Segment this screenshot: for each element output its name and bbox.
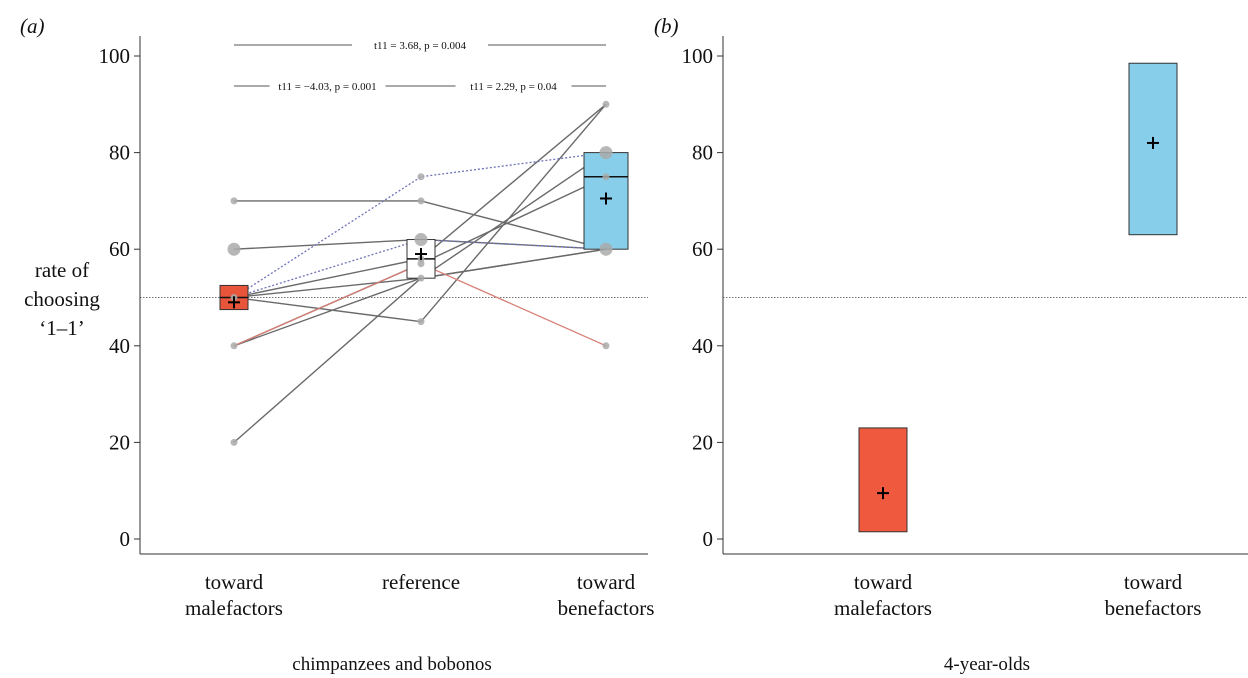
panel-b-category-label: malefactors [834, 596, 932, 620]
panel-a-y-tick-label: 60 [109, 237, 130, 261]
panel-b-category-label: benefactors [1105, 596, 1202, 620]
panel-b-category-label: toward [854, 570, 913, 594]
panel-a-data-point [230, 197, 238, 205]
panel-a-data-point [230, 342, 238, 350]
panel-a-data-point [230, 438, 238, 446]
panel-a-y-tick-label: 80 [109, 141, 130, 165]
panel-a-comparison-label: t11 = 3.68, p = 0.004 [374, 40, 467, 52]
panel-a-data-point [417, 173, 425, 181]
panel-a-mean-marker [228, 296, 240, 309]
panel-b-box [858, 427, 908, 533]
panel-a-y-tick-label: 40 [109, 334, 130, 358]
panel-a-category-label: toward [205, 570, 264, 594]
panel-a-data-point [417, 260, 425, 268]
panel-b-category-label: toward [1124, 570, 1183, 594]
panel-a-individual-line [233, 103, 607, 323]
panel-b-y-tick-label: 20 [692, 430, 713, 454]
y-label-line-2: choosing [24, 287, 100, 311]
panel-b-y-tick-label: 80 [692, 141, 713, 165]
panel-b-y-tick-label: 60 [692, 237, 713, 261]
panel-a-data-point [602, 173, 610, 181]
panel-b-y-tick-label: 40 [692, 334, 713, 358]
panel-a-y-tick-label: 100 [99, 44, 131, 68]
y-axis-label: rate of choosing ‘1–1’ [24, 258, 100, 340]
panel-a-comparison-label: t11 = 2.29, p = 0.04 [470, 81, 557, 93]
panel-a-data-point [602, 100, 610, 108]
panel-a-data-point [599, 146, 613, 160]
panel-a-label: (a) [20, 14, 45, 38]
panel-a-category-label: benefactors [558, 596, 655, 620]
panel-a-mean-marker [600, 192, 612, 205]
panel-b-x-title: 4-year-olds [944, 654, 1030, 675]
panel-a-data-point [417, 318, 425, 326]
panel-b-y-tick-label: 100 [682, 44, 714, 68]
panel-a-data-point [417, 197, 425, 205]
panel-a-category-label: reference [382, 570, 460, 594]
panel-a-category-label: toward [577, 570, 636, 594]
panel-b-mean-marker [1147, 136, 1159, 149]
panel-a-data-point [227, 242, 241, 256]
panel-a-individual-line [233, 238, 607, 299]
panel-a-comparison-label: t11 = −4.03, p = 0.001 [278, 81, 376, 93]
panel-a: (a) t11 = 3.68, p = 0.004 t11 = −4.03, p … [20, 14, 654, 675]
y-label-line-1: rate of [35, 258, 89, 282]
panel-a-data-point [599, 242, 613, 256]
y-label-line-3: ‘1–1’ [39, 316, 85, 340]
panel-a-x-title: chimpanzees and bobonos [292, 654, 491, 675]
panel-b-label: (b) [654, 14, 679, 38]
panel-a-y-tick-label: 20 [109, 430, 130, 454]
panel-b-y-tick-label: 0 [703, 527, 714, 551]
panel-a-data-point [414, 233, 428, 247]
panel-a-mean-marker [415, 248, 427, 261]
panel-a-data-point [417, 274, 425, 282]
panel-b-box [1128, 62, 1178, 236]
panel-b-mean-marker [877, 487, 889, 500]
panel-a-data-point [602, 342, 610, 350]
panel-a-category-label: malefactors [185, 596, 283, 620]
panel-a-y-tick-label: 0 [120, 527, 131, 551]
